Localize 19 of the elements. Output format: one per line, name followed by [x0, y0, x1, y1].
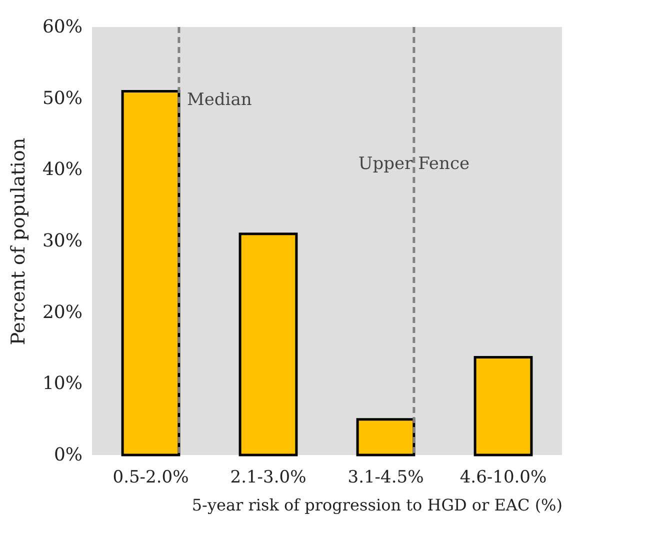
x-tick-label: 4.6-10.0%	[460, 468, 547, 488]
y-axis-title: Percent of population	[7, 138, 30, 346]
y-tick-label: 50%	[42, 88, 82, 109]
ref-line-label: Median	[186, 90, 252, 110]
x-tick-label: 2.1-3.0%	[230, 468, 306, 488]
bar	[356, 418, 416, 456]
x-tick-label: 0.5-2.0%	[112, 468, 189, 488]
y-tick-label: 10%	[42, 373, 82, 394]
x-tick-label: 3.1-4.5%	[348, 468, 424, 488]
y-tick-label: 30%	[42, 230, 82, 252]
bar	[121, 90, 180, 456]
x-axis-title: 5-year risk of progression to HGD or EAC (%)	[192, 496, 562, 514]
ref-line-label: Upper Fence	[358, 154, 470, 174]
y-tick-label: 60%	[42, 16, 82, 38]
y-tick-label: 0%	[54, 444, 82, 466]
y-tick-label: 20%	[42, 302, 82, 323]
y-tick-label: 40%	[42, 159, 82, 180]
bar	[474, 356, 533, 456]
bar	[238, 232, 298, 456]
